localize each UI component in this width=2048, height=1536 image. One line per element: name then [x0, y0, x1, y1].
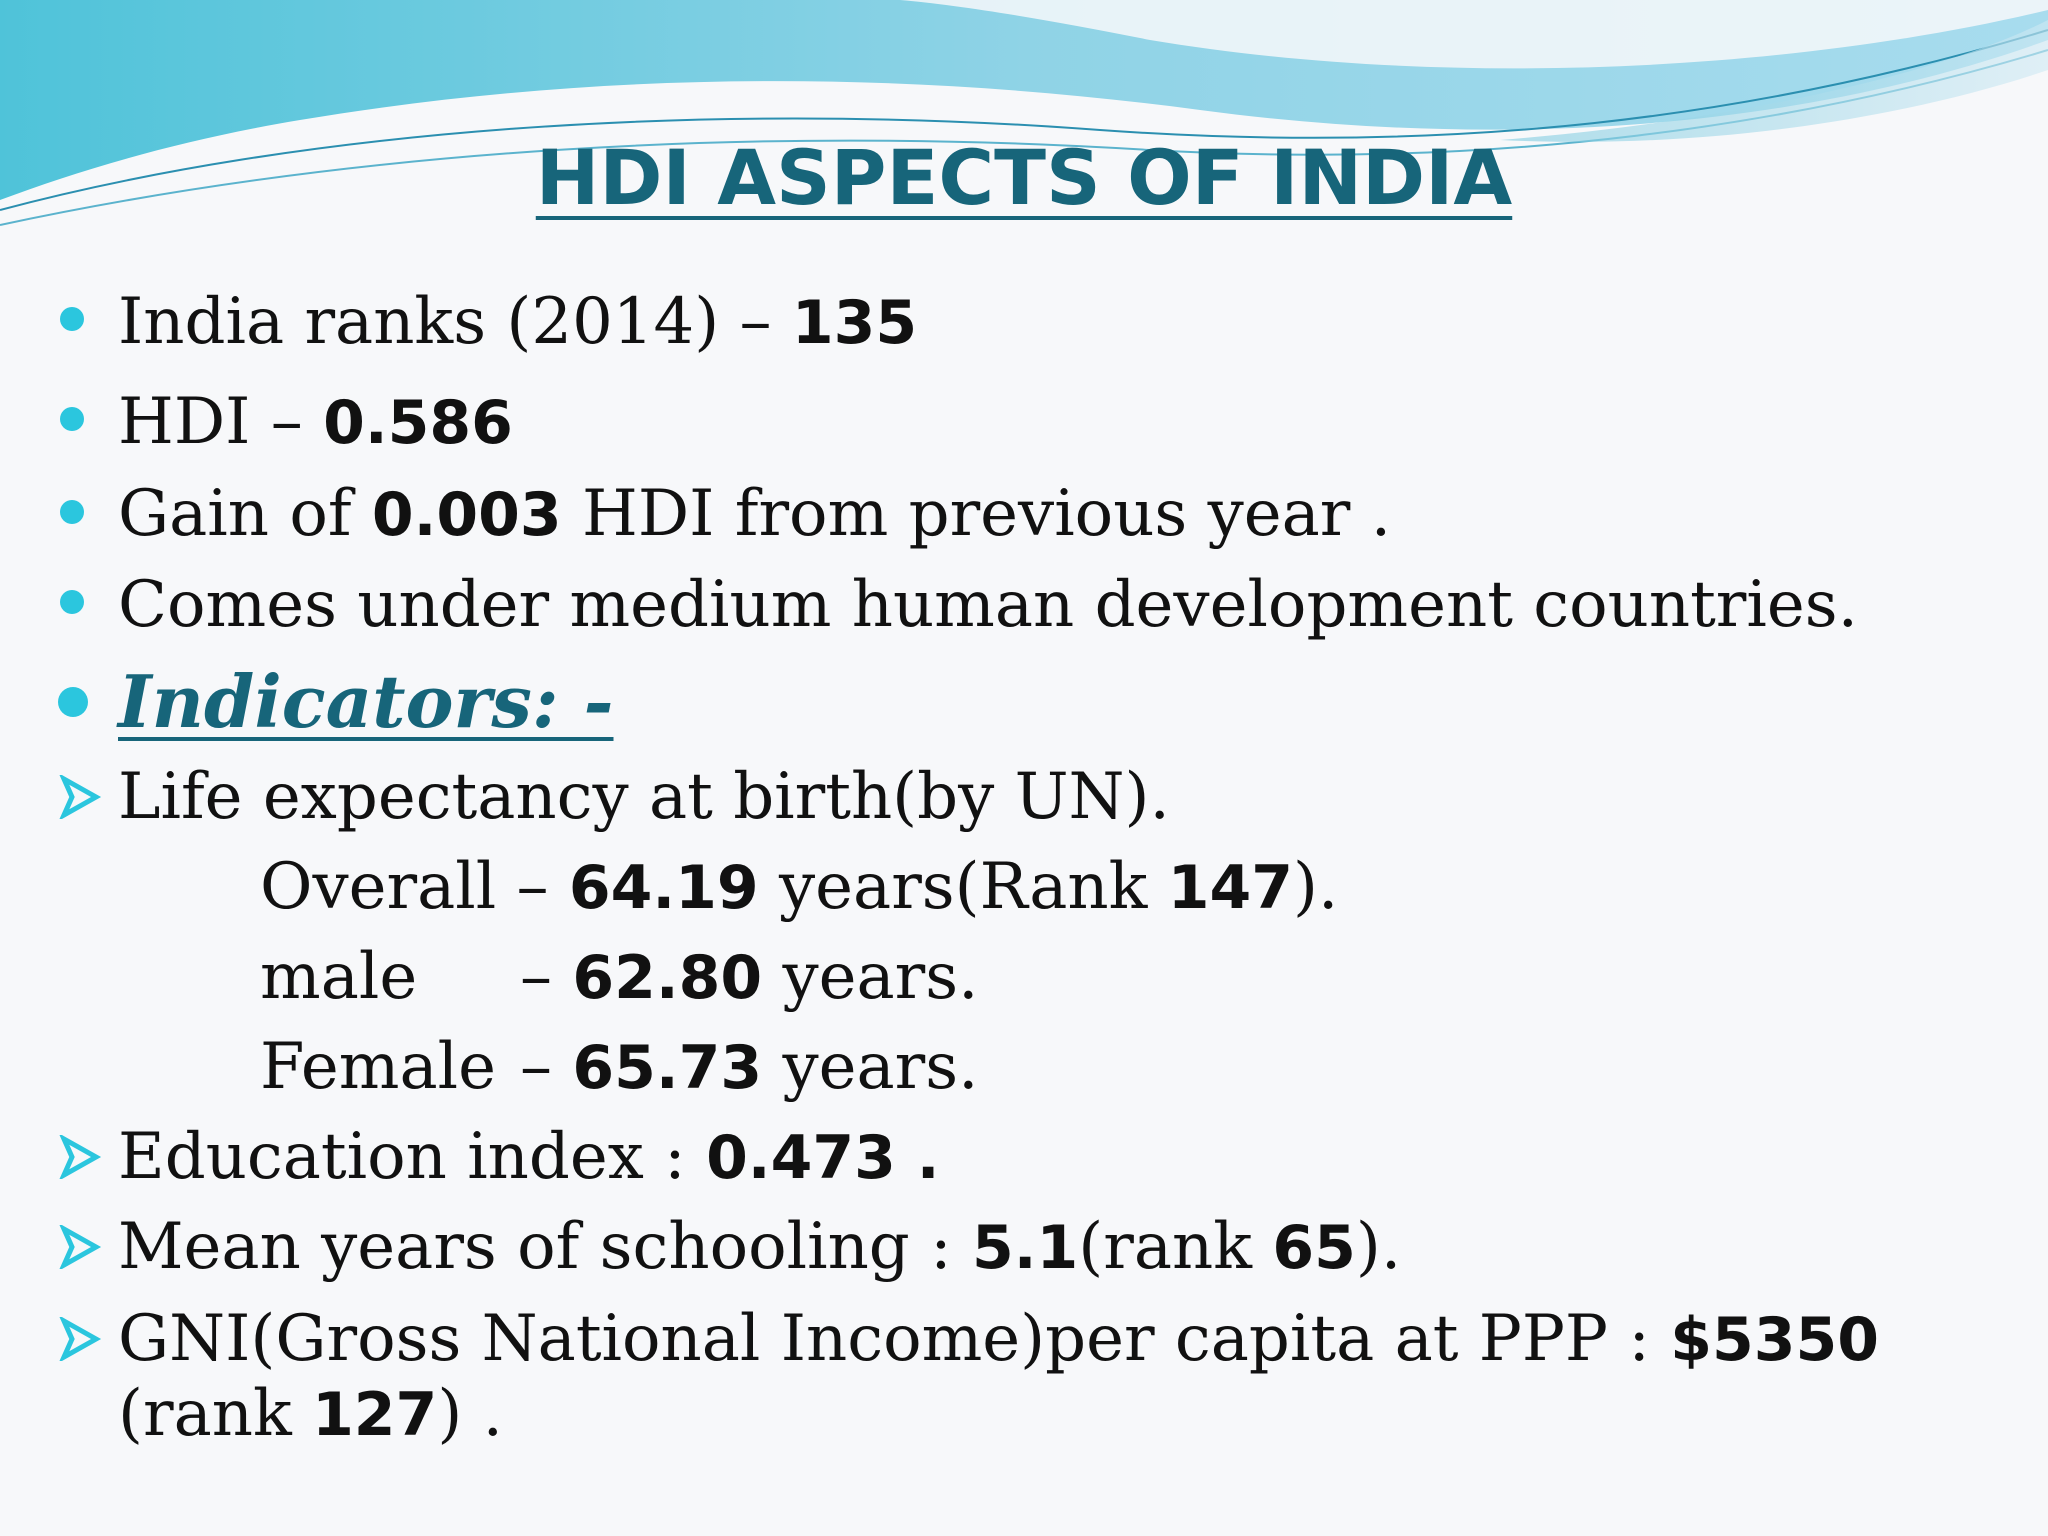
gni-rank-prefix: (rank — [118, 1377, 313, 1451]
life-overall: Overall – 64.19 years(Rank 147). — [260, 855, 1338, 919]
arrow-bullet-icon — [59, 1317, 102, 1361]
gni-rank: 127 — [312, 1380, 438, 1450]
schooling-mid: (rank — [1078, 1210, 1273, 1284]
male-label: male — [260, 940, 418, 1014]
overall-suffix: years(Rank — [758, 850, 1168, 924]
bullet-dot-icon — [60, 590, 84, 614]
schooling-end: ). — [1355, 1210, 1402, 1284]
page-title-text: HDI ASPECTS OF INDIA — [535, 133, 1513, 222]
education-index: Education index : 0.473 . — [118, 1125, 940, 1189]
hdi-label: HDI – — [118, 385, 324, 459]
male-value: 62.80 — [572, 943, 763, 1013]
gain-suffix: HDI from previous year . — [561, 477, 1392, 551]
rank-label: India ranks (2014) – — [118, 285, 792, 359]
education-label: Education index : — [118, 1120, 707, 1194]
overall-value: 64.19 — [568, 853, 759, 923]
overall-rank: 147 — [1167, 853, 1294, 923]
life-female: Female – 65.73 years. — [260, 1035, 978, 1099]
life-expectancy: Life expectancy at birth(by UN). — [118, 765, 1170, 829]
gain-value: 0.003 — [371, 480, 562, 550]
mean-schooling: Mean years of schooling : 5.1(rank 65). — [118, 1215, 1401, 1279]
bullet-hdi: HDI – 0.586 — [118, 390, 513, 454]
gni-line-1: GNI(Gross National Income)per capita at … — [118, 1307, 1879, 1371]
male-dash: – — [520, 940, 573, 1014]
male-suffix: years. — [762, 940, 979, 1014]
overall-label: Overall – — [260, 850, 569, 924]
page-title: HDI ASPECTS OF INDIA — [0, 140, 2048, 216]
schooling-value: 5.1 — [972, 1213, 1079, 1283]
category-text: Comes under medium human development cou… — [118, 568, 1858, 642]
schooling-label: Mean years of schooling : — [118, 1210, 972, 1284]
bullet-rank: India ranks (2014) – 135 — [118, 290, 917, 354]
bullet-gain: Gain of 0.003 HDI from previous year . — [118, 482, 1391, 546]
indicators-heading: Indicators: - — [118, 666, 614, 738]
female-suffix: years. — [762, 1030, 979, 1104]
gni-rank-end: ) . — [437, 1377, 503, 1451]
schooling-rank: 65 — [1272, 1213, 1356, 1283]
education-value: 0.473 . — [706, 1123, 940, 1193]
gain-prefix: Gain of — [118, 477, 372, 551]
hdi-value: 0.586 — [323, 388, 513, 458]
indicators-heading-text: Indicators: - — [118, 659, 614, 744]
bullet-dot-icon — [60, 500, 84, 524]
female-label: Female — [260, 1030, 496, 1104]
bullet-dot-icon — [60, 307, 84, 331]
rank-value: 135 — [791, 288, 918, 358]
bullet-dot-icon — [60, 407, 84, 431]
bullet-category: Comes under medium human development cou… — [118, 573, 1858, 637]
arrow-bullet-icon — [59, 775, 102, 819]
life-male: male – 62.80 years. — [260, 945, 978, 1009]
overall-end: ). — [1293, 850, 1339, 924]
life-expectancy-label: Life expectancy at birth(by UN). — [118, 760, 1170, 834]
gni-label: GNI(Gross National Income)per capita at … — [118, 1302, 1671, 1376]
arrow-bullet-icon — [59, 1225, 102, 1269]
gni-value: $5350 — [1670, 1305, 1879, 1375]
gni-line-2: (rank 127) . — [118, 1382, 503, 1446]
female-value: 65.73 — [572, 1033, 763, 1103]
bullet-dot-icon — [58, 687, 88, 717]
arrow-bullet-icon — [59, 1135, 102, 1179]
header-wave-decoration — [0, 0, 2048, 226]
female-dash: – — [520, 1030, 573, 1104]
